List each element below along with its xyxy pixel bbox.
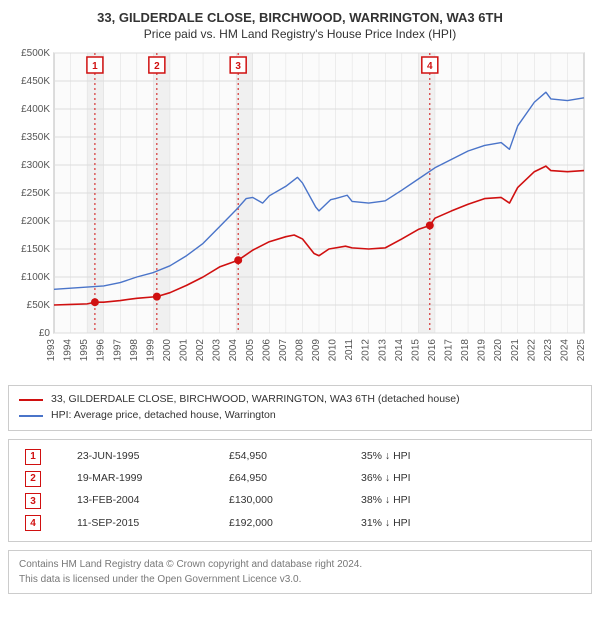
svg-text:2012: 2012 — [361, 339, 372, 362]
svg-text:2013: 2013 — [377, 339, 388, 362]
transaction-row: 1 23-JUN-1995£54,95035% ↓ HPI — [19, 446, 581, 468]
attribution-line2: This data is licensed under the Open Gov… — [19, 572, 581, 587]
attribution: Contains HM Land Registry data © Crown c… — [8, 550, 592, 594]
svg-text:2002: 2002 — [195, 339, 206, 362]
legend-label-property: 33, GILDERDALE CLOSE, BIRCHWOOD, WARRING… — [51, 392, 460, 408]
transaction-date: 11-SEP-2015 — [71, 512, 223, 534]
transaction-marker: 1 — [25, 449, 41, 465]
svg-text:1: 1 — [92, 61, 98, 72]
transaction-marker: 2 — [25, 471, 41, 487]
legend-item-property: 33, GILDERDALE CLOSE, BIRCHWOOD, WARRING… — [19, 392, 581, 408]
svg-text:2005: 2005 — [245, 339, 256, 362]
transaction-date: 19-MAR-1999 — [71, 468, 223, 490]
svg-text:2019: 2019 — [477, 339, 488, 362]
svg-text:2008: 2008 — [294, 339, 305, 362]
svg-text:1998: 1998 — [129, 339, 140, 362]
svg-text:£200K: £200K — [21, 216, 50, 227]
svg-text:2025: 2025 — [576, 339, 587, 362]
svg-text:2016: 2016 — [427, 339, 438, 362]
transaction-delta: 35% ↓ HPI — [355, 446, 581, 468]
svg-text:2006: 2006 — [261, 339, 272, 362]
svg-text:2001: 2001 — [179, 339, 190, 362]
transaction-price: £130,000 — [223, 490, 355, 512]
transaction-delta: 38% ↓ HPI — [355, 490, 581, 512]
transaction-row: 3 13-FEB-2004£130,00038% ↓ HPI — [19, 490, 581, 512]
legend-swatch-hpi — [19, 415, 43, 417]
transaction-delta: 36% ↓ HPI — [355, 468, 581, 490]
svg-text:£100K: £100K — [21, 272, 50, 283]
legend: 33, GILDERDALE CLOSE, BIRCHWOOD, WARRING… — [8, 385, 592, 431]
svg-text:£50K: £50K — [27, 300, 51, 311]
svg-text:2024: 2024 — [559, 339, 570, 362]
svg-text:2021: 2021 — [510, 339, 521, 362]
legend-swatch-property — [19, 399, 43, 401]
svg-text:2009: 2009 — [311, 339, 322, 362]
svg-text:2017: 2017 — [444, 339, 455, 362]
svg-text:£250K: £250K — [21, 188, 50, 199]
svg-text:2010: 2010 — [328, 339, 339, 362]
svg-text:2023: 2023 — [543, 339, 554, 362]
svg-text:2015: 2015 — [410, 339, 421, 362]
svg-text:£0: £0 — [39, 328, 51, 339]
svg-text:2000: 2000 — [162, 339, 173, 362]
svg-text:£350K: £350K — [21, 132, 50, 143]
svg-text:2014: 2014 — [394, 339, 405, 362]
svg-text:£300K: £300K — [21, 160, 50, 171]
svg-text:1993: 1993 — [46, 339, 57, 362]
transaction-row: 2 19-MAR-1999£64,95036% ↓ HPI — [19, 468, 581, 490]
transactions-table: 1 23-JUN-1995£54,95035% ↓ HPI 2 19-MAR-1999… — [8, 439, 592, 542]
svg-text:2004: 2004 — [228, 339, 239, 362]
chart-title-line1: 33, GILDERDALE CLOSE, BIRCHWOOD, WARRING… — [8, 10, 592, 25]
transaction-price: £192,000 — [223, 512, 355, 534]
transaction-price: £64,950 — [223, 468, 355, 490]
svg-text:4: 4 — [427, 61, 433, 72]
transaction-date: 13-FEB-2004 — [71, 490, 223, 512]
transaction-date: 23-JUN-1995 — [71, 446, 223, 468]
transaction-marker: 4 — [25, 515, 41, 531]
svg-text:£500K: £500K — [21, 48, 50, 59]
svg-text:2: 2 — [154, 61, 160, 72]
svg-text:£150K: £150K — [21, 244, 50, 255]
svg-text:1996: 1996 — [96, 339, 107, 362]
svg-text:1997: 1997 — [112, 339, 123, 362]
svg-text:2011: 2011 — [344, 339, 355, 361]
legend-item-hpi: HPI: Average price, detached house, Warr… — [19, 408, 581, 424]
legend-label-hpi: HPI: Average price, detached house, Warr… — [51, 408, 276, 424]
svg-text:3: 3 — [235, 61, 241, 72]
svg-text:1995: 1995 — [79, 339, 90, 362]
svg-text:2022: 2022 — [526, 339, 537, 362]
transaction-price: £54,950 — [223, 446, 355, 468]
attribution-line1: Contains HM Land Registry data © Crown c… — [19, 557, 581, 572]
svg-text:2020: 2020 — [493, 339, 504, 362]
chart-title-line2: Price paid vs. HM Land Registry's House … — [8, 27, 592, 41]
chart-container: £0 £50K £100K £150K £200K £250K £300K £350K £400… — [8, 47, 592, 377]
transaction-delta: 31% ↓ HPI — [355, 512, 581, 534]
transaction-marker: 3 — [25, 493, 41, 509]
transaction-row: 4 11-SEP-2015£192,00031% ↓ HPI — [19, 512, 581, 534]
svg-text:2007: 2007 — [278, 339, 289, 362]
svg-text:2018: 2018 — [460, 339, 471, 362]
svg-text:1999: 1999 — [145, 339, 156, 362]
svg-text:2003: 2003 — [212, 339, 223, 362]
svg-text:£450K: £450K — [21, 76, 50, 87]
svg-text:1994: 1994 — [63, 339, 74, 362]
price-chart: £0 £50K £100K £150K £200K £250K £300K £350K £400… — [8, 47, 592, 377]
svg-text:£400K: £400K — [21, 104, 50, 115]
